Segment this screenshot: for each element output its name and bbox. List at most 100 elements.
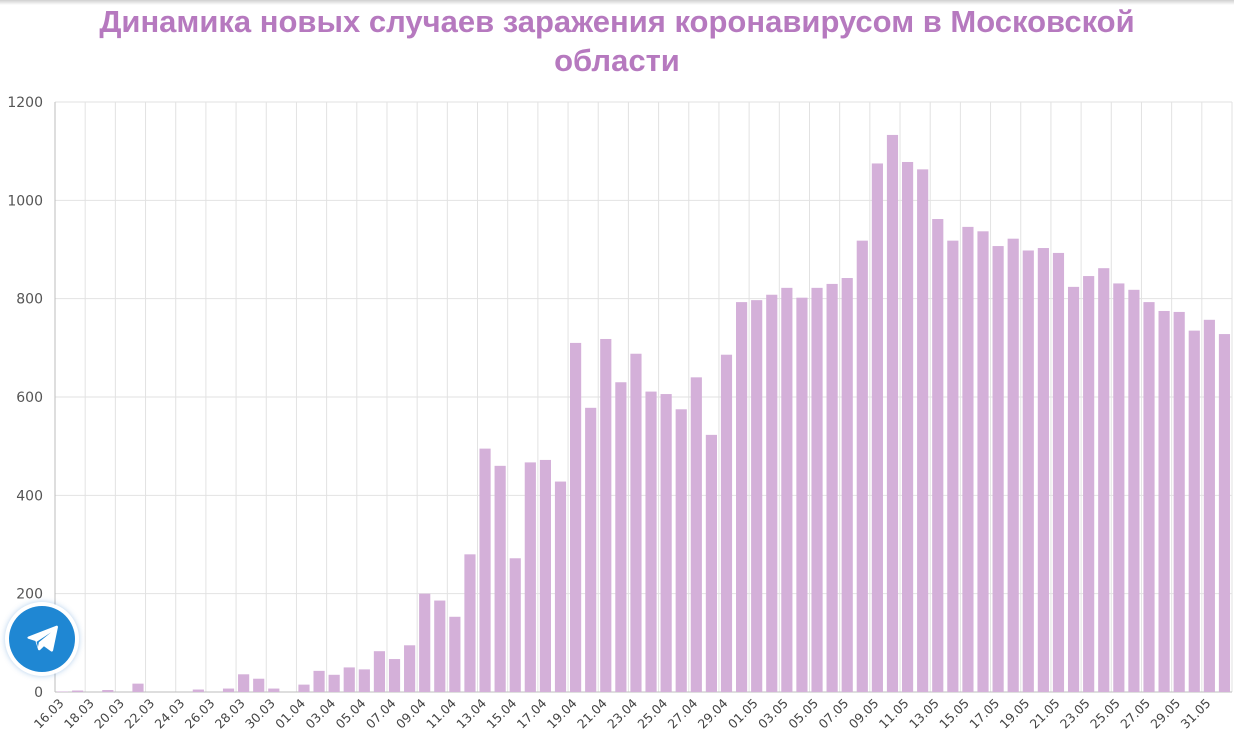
bar-23.04 bbox=[630, 353, 642, 692]
bar-26.04 bbox=[675, 409, 687, 692]
bar-21.04 bbox=[600, 338, 612, 692]
bar-06.05 bbox=[826, 283, 838, 692]
bar-30.03 bbox=[268, 688, 280, 692]
x-tick-label: 25.04 bbox=[634, 695, 670, 731]
bar-25.03 bbox=[192, 689, 204, 692]
x-tick-label: 25.05 bbox=[1087, 696, 1123, 732]
bar-02.05 bbox=[766, 294, 778, 692]
bar-13.05 bbox=[932, 219, 944, 692]
x-tick-label: 24.03 bbox=[151, 696, 187, 732]
bar-03.04 bbox=[328, 674, 340, 692]
x-tick-label: 17.05 bbox=[966, 696, 1002, 732]
top-shadow-line bbox=[0, 0, 1234, 5]
x-tick-label: 11.04 bbox=[423, 695, 459, 731]
bar-24.04 bbox=[645, 391, 657, 692]
x-tick-label: 27.04 bbox=[665, 695, 701, 731]
x-tick-label: 27.05 bbox=[1117, 696, 1153, 732]
x-tick-label: 31.05 bbox=[1178, 696, 1214, 732]
bar-31.05 bbox=[1203, 319, 1215, 692]
bar-27.04 bbox=[690, 377, 702, 692]
bar-17.03 bbox=[72, 690, 84, 692]
bar-09.05 bbox=[871, 163, 883, 693]
x-tick-label: 18.03 bbox=[61, 696, 97, 732]
bar-16.05 bbox=[977, 231, 989, 692]
x-tick-label: 19.04 bbox=[544, 695, 580, 731]
x-tick-label: 11.05 bbox=[876, 696, 912, 732]
x-tick-label: 21.05 bbox=[1027, 696, 1063, 732]
bar-30.05 bbox=[1188, 330, 1200, 692]
bar-15.05 bbox=[962, 226, 974, 692]
bar-18.05 bbox=[1007, 238, 1019, 692]
x-tick-label: 09.05 bbox=[846, 696, 882, 732]
x-tick-label: 13.05 bbox=[906, 696, 942, 732]
bar-29.03 bbox=[253, 678, 265, 692]
grid-lines bbox=[54, 101, 1233, 693]
bar-18.04 bbox=[554, 481, 567, 692]
x-tick-label: 23.05 bbox=[1057, 696, 1093, 732]
bar-19.03 bbox=[102, 690, 114, 692]
bar-02.04 bbox=[313, 670, 325, 692]
bar-20.04 bbox=[585, 407, 597, 692]
x-tick-label: 09.04 bbox=[393, 695, 429, 731]
bar-12.05 bbox=[917, 169, 929, 692]
y-tick-label: 1200 bbox=[7, 95, 43, 111]
x-tick-label: 20.03 bbox=[91, 696, 127, 732]
bar-01.04 bbox=[298, 684, 310, 692]
bar-26.05 bbox=[1128, 289, 1140, 692]
bar-04.05 bbox=[796, 297, 808, 692]
x-tick-label: 26.03 bbox=[182, 696, 218, 732]
chart-title: Динамика новых случаев заражения коронав… bbox=[99, 4, 1135, 78]
bar-09.04 bbox=[419, 593, 431, 692]
bar-19.04 bbox=[570, 342, 582, 692]
telegram-share-button[interactable] bbox=[5, 602, 79, 676]
bar-06.04 bbox=[373, 651, 386, 692]
bar-22.04 bbox=[615, 382, 627, 692]
y-tick-label: 1000 bbox=[7, 193, 43, 209]
bar-28.03 bbox=[238, 674, 250, 692]
x-tick-label: 29.05 bbox=[1147, 696, 1183, 732]
telegram-button-circle[interactable] bbox=[9, 606, 75, 672]
bar-30.04 bbox=[736, 302, 748, 692]
y-tick-label: 400 bbox=[16, 488, 43, 504]
x-tick-label: 17.04 bbox=[514, 695, 550, 731]
bars bbox=[56, 134, 1231, 693]
x-tick-label: 28.03 bbox=[212, 696, 248, 732]
x-tick-label: 01.05 bbox=[725, 696, 761, 732]
bar-08.04 bbox=[404, 645, 416, 692]
bar-21.03 bbox=[132, 683, 144, 692]
bar-17.05 bbox=[992, 246, 1004, 692]
bar-23.05 bbox=[1083, 276, 1095, 692]
bar-28.04 bbox=[705, 434, 717, 692]
x-tick-label: 29.04 bbox=[695, 695, 731, 731]
x-tick-label: 15.04 bbox=[483, 695, 519, 731]
x-tick-label: 21.04 bbox=[574, 695, 610, 731]
bar-14.05 bbox=[947, 240, 959, 692]
bar-15.04 bbox=[509, 558, 521, 692]
bar-20.05 bbox=[1037, 248, 1049, 692]
bar-16.04 bbox=[524, 462, 536, 692]
bar-29.04 bbox=[720, 354, 733, 692]
bar-10.05 bbox=[886, 134, 899, 693]
bar-01.05 bbox=[751, 300, 763, 692]
x-tick-label: 03.04 bbox=[302, 695, 338, 731]
x-tick-label: 15.05 bbox=[936, 696, 972, 732]
x-tick-label: 01.04 bbox=[272, 695, 308, 731]
bar-07.05 bbox=[841, 278, 853, 692]
bar-17.04 bbox=[539, 459, 551, 692]
bar-05.04 bbox=[358, 669, 370, 692]
x-axis-labels: 16.0318.0320.0322.0324.0326.0328.0330.03… bbox=[31, 695, 1214, 731]
bar-05.05 bbox=[811, 287, 823, 692]
y-tick-label: 600 bbox=[16, 390, 43, 406]
bar-04.04 bbox=[343, 667, 355, 692]
bar-29.05 bbox=[1173, 311, 1185, 692]
x-tick-label: 23.04 bbox=[604, 695, 640, 731]
telegram-paper-plane-icon bbox=[27, 625, 58, 652]
bar-27.05 bbox=[1143, 302, 1155, 692]
x-tick-label: 05.05 bbox=[785, 696, 821, 732]
bar-27.03 bbox=[222, 688, 235, 692]
bar-24.05 bbox=[1098, 268, 1110, 692]
bar-13.04 bbox=[479, 448, 491, 692]
y-tick-label: 200 bbox=[16, 587, 43, 603]
bar-11.05 bbox=[901, 161, 914, 692]
